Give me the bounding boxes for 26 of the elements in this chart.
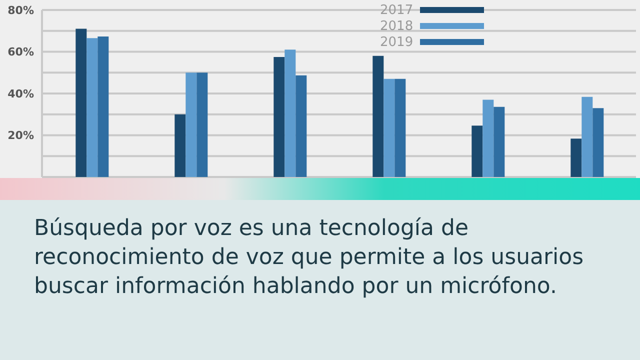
bar <box>384 78 395 177</box>
bar <box>592 108 604 177</box>
bar <box>494 106 505 177</box>
bar <box>284 50 296 177</box>
bar <box>296 75 307 177</box>
y-tick-label: 80% <box>8 4 34 17</box>
bar <box>174 114 186 177</box>
bar <box>196 72 208 177</box>
bar <box>86 38 98 177</box>
bar <box>482 100 494 177</box>
bar <box>372 56 384 177</box>
text: Búsqueda por voz es una tecnología de reconocimiento de voz que permite a los usuarios buscar información hablando por un micrófono. <box>34 215 585 301</box>
bar <box>186 72 197 177</box>
bar <box>76 28 87 177</box>
bar <box>394 78 406 177</box>
y-tick-label: 40% <box>8 87 34 100</box>
bar <box>570 138 582 177</box>
bar <box>98 36 109 177</box>
legend-label: 2017 <box>380 2 414 18</box>
legend-label: 2018 <box>380 18 414 34</box>
bar <box>472 126 483 177</box>
bar <box>274 56 285 177</box>
y-tick-label: 20% <box>8 129 34 142</box>
legend-label: 2019 <box>380 34 414 50</box>
y-tick-label: 60% <box>8 46 34 59</box>
bar <box>582 96 593 177</box>
